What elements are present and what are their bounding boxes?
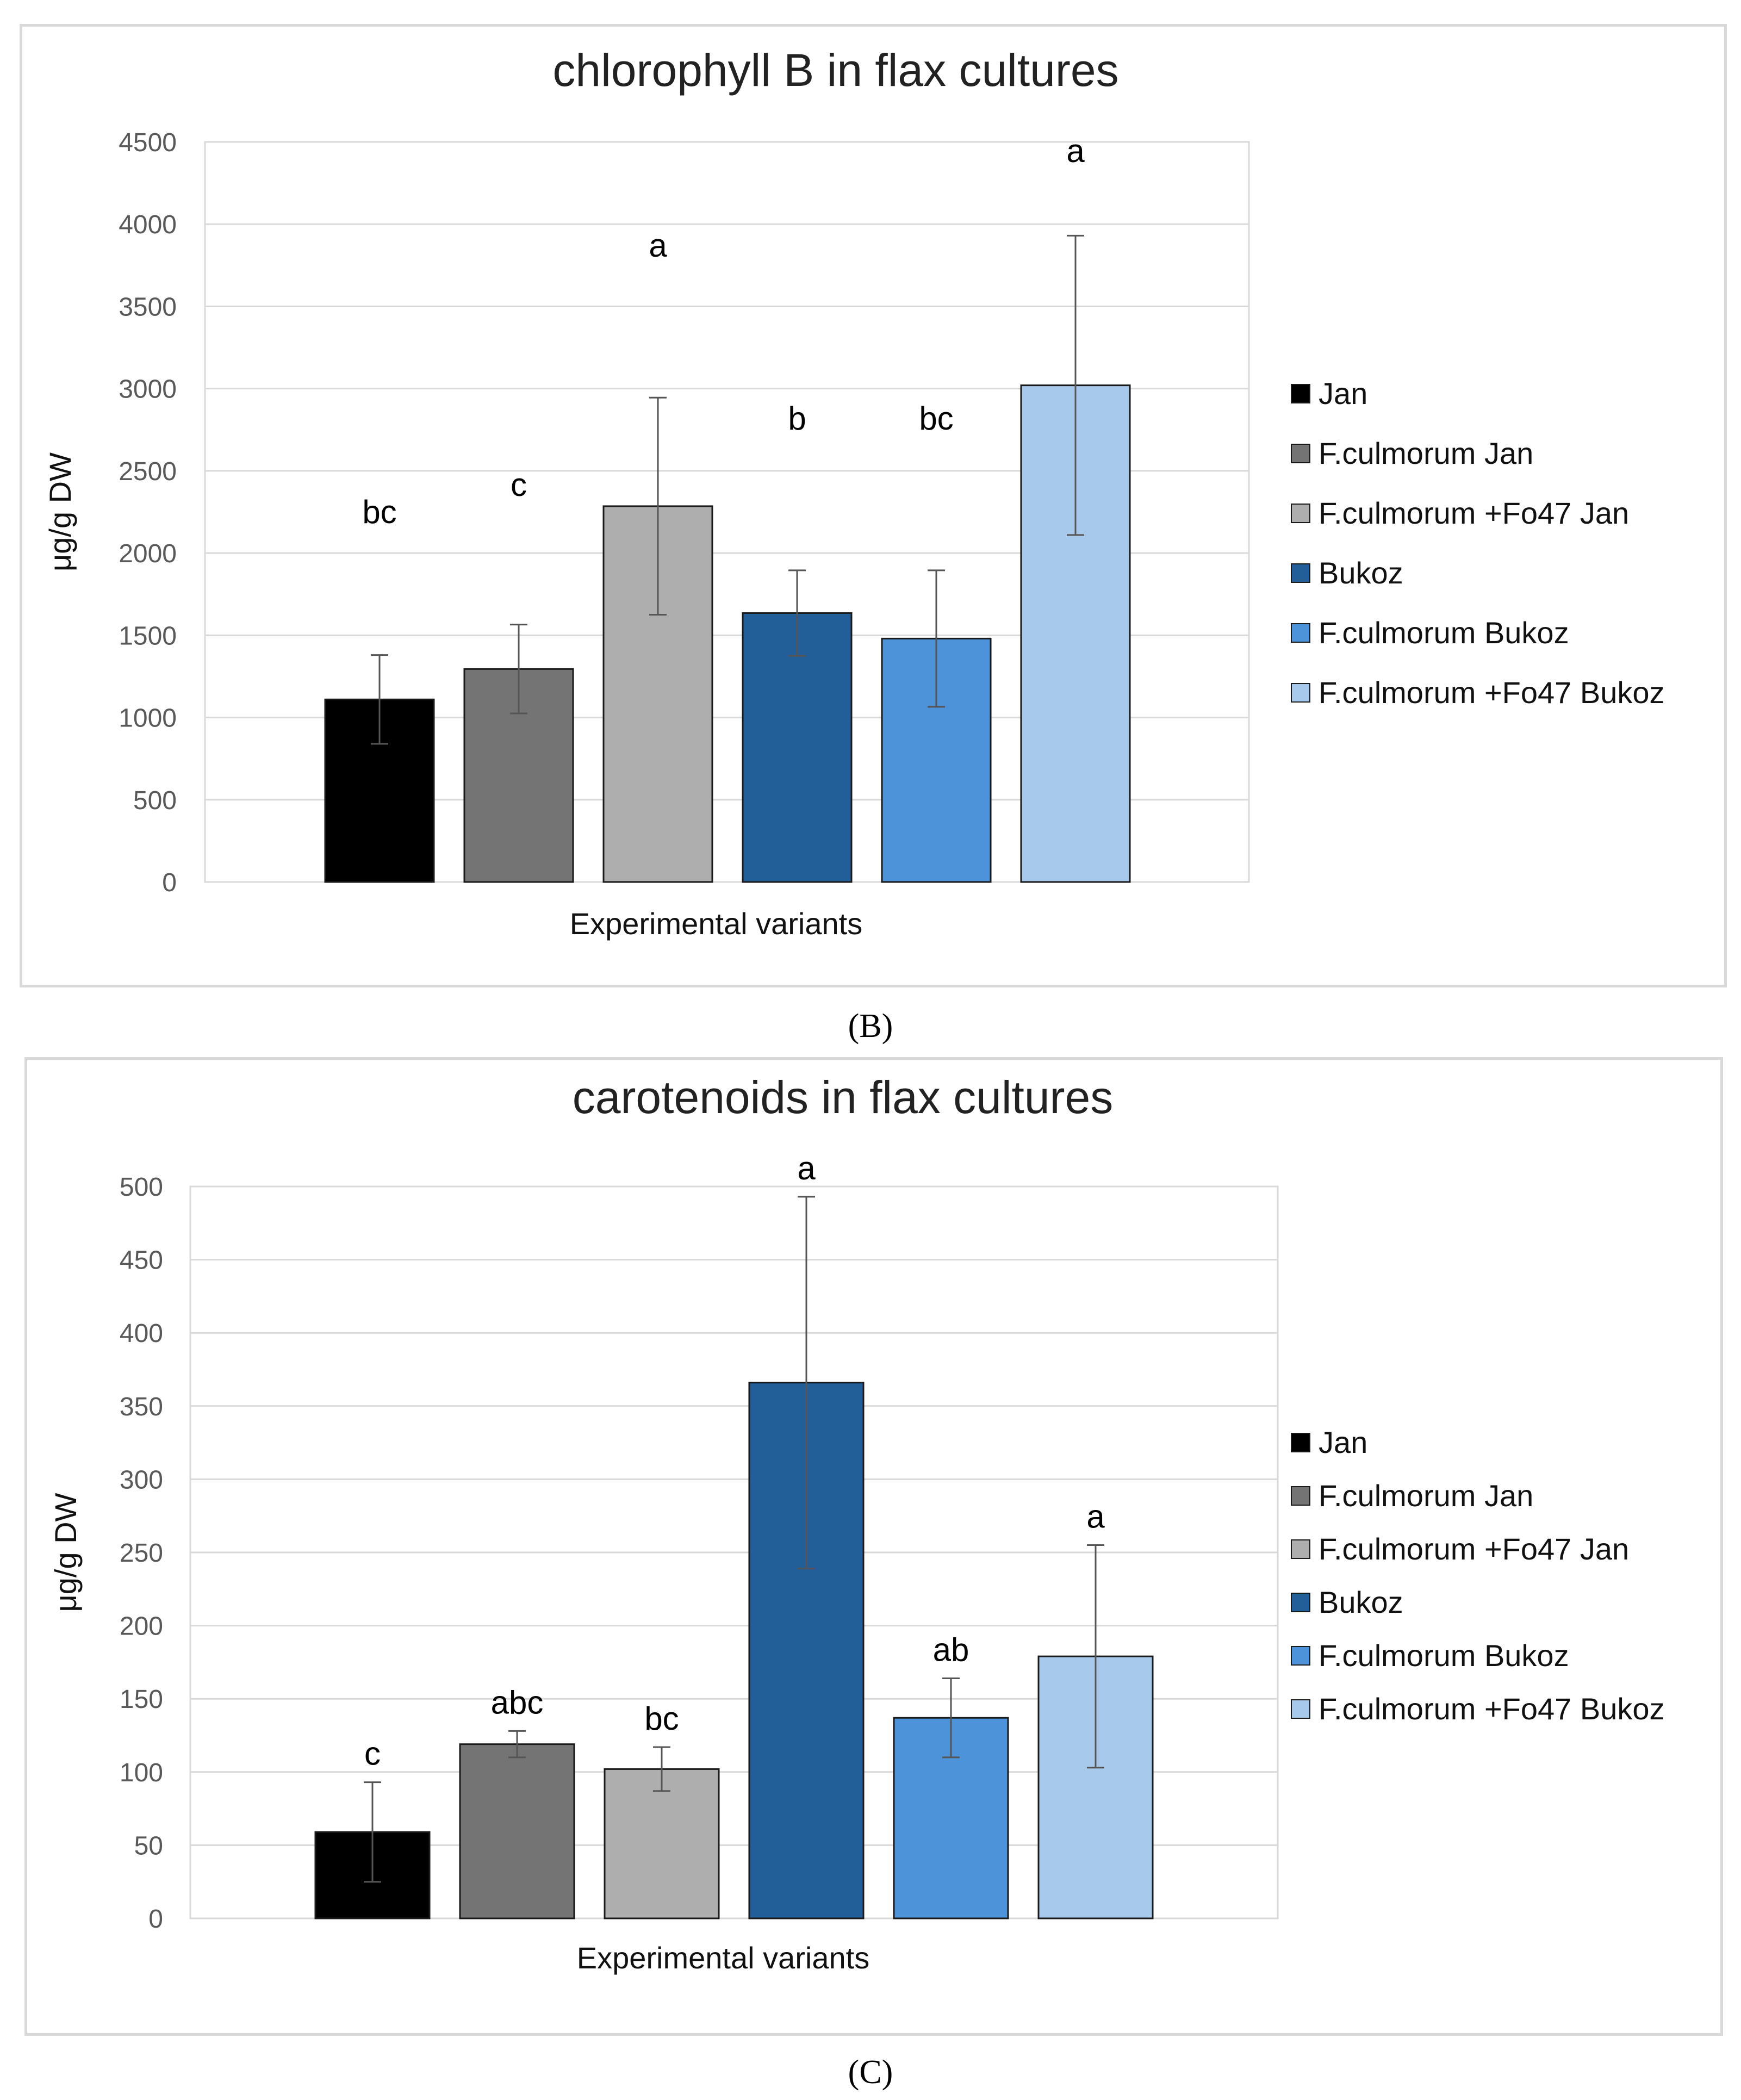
legend-label: F.culmorum Jan xyxy=(1319,436,1533,470)
y-tick-label: 500 xyxy=(120,1173,163,1202)
legend-label: F.culmorum Jan xyxy=(1319,1478,1533,1513)
legend-swatch xyxy=(1291,1646,1310,1666)
y-tick-label: 500 xyxy=(133,786,177,815)
y-tick-label: 2000 xyxy=(119,539,177,568)
x-axis-label-c: Experimental variants xyxy=(577,1941,869,1975)
legend-swatch xyxy=(1291,1539,1310,1559)
panel-label-b: (B) xyxy=(848,1008,893,1045)
significance-letter: bc xyxy=(644,1700,679,1737)
y-tick-label: 3500 xyxy=(119,293,177,321)
legend-label: Bukoz xyxy=(1319,556,1403,590)
legend-label: Bukoz xyxy=(1319,1585,1403,1619)
significance-letter: a xyxy=(1086,1499,1105,1535)
legend-label: Jan xyxy=(1319,376,1367,411)
significance-letter: abc xyxy=(491,1684,544,1720)
y-tick-label: 300 xyxy=(120,1465,163,1494)
y-tick-label: 100 xyxy=(120,1759,163,1787)
y-tick-label: 450 xyxy=(120,1246,163,1275)
legend-swatch xyxy=(1291,563,1310,583)
y-tick-label: 200 xyxy=(120,1612,163,1641)
significance-letter: b xyxy=(788,400,806,437)
y-axis-label-b: μg/g DW xyxy=(43,452,77,571)
chart-title-c: carotenoids in flax cultures xyxy=(573,1072,1114,1123)
chart-panel-b xyxy=(20,24,1727,987)
y-axis-label-c: μg/g DW xyxy=(48,1493,83,1612)
legend-swatch xyxy=(1291,504,1310,523)
significance-letter: a xyxy=(1066,133,1085,169)
y-tick-label: 1000 xyxy=(119,704,177,733)
legend-swatch xyxy=(1291,683,1310,703)
legend-label: F.culmorum Bukoz xyxy=(1319,1638,1569,1673)
bar xyxy=(604,1768,720,1919)
bar xyxy=(742,612,853,883)
y-tick-label: 150 xyxy=(120,1685,163,1714)
significance-letter: a xyxy=(797,1150,816,1186)
significance-letter: c xyxy=(511,467,527,503)
legend-label: Jan xyxy=(1319,1425,1367,1459)
chart-panel-c xyxy=(24,1057,1723,2036)
y-tick-label: 250 xyxy=(120,1539,163,1568)
y-tick-label: 3000 xyxy=(119,375,177,404)
x-axis-label-b: Experimental variants xyxy=(570,906,862,941)
legend-swatch xyxy=(1291,384,1310,403)
y-tick-label: 2500 xyxy=(119,457,177,486)
legend-swatch xyxy=(1291,1593,1310,1612)
y-tick-label: 400 xyxy=(120,1319,163,1348)
legend-swatch xyxy=(1291,1433,1310,1452)
legend-label: F.culmorum +Fo47 Bukoz xyxy=(1319,675,1664,710)
y-tick-label: 350 xyxy=(120,1393,163,1421)
chart-title-b: chlorophyll B in flax cultures xyxy=(552,45,1118,96)
legend-label: F.culmorum +Fo47 Jan xyxy=(1319,496,1629,530)
legend-swatch xyxy=(1291,444,1310,463)
legend-label: F.culmorum +Fo47 Jan xyxy=(1319,1532,1629,1566)
significance-letter: a xyxy=(649,227,667,264)
panel-label-c: (C) xyxy=(848,2054,893,2091)
legend-label: F.culmorum +Fo47 Bukoz xyxy=(1319,1692,1664,1726)
y-tick-label: 50 xyxy=(134,1831,163,1860)
legend-swatch xyxy=(1291,1699,1310,1719)
significance-letter: c xyxy=(364,1736,381,1772)
bar xyxy=(459,1743,575,1919)
y-tick-label: 4500 xyxy=(119,128,177,157)
significance-letter: ab xyxy=(933,1632,969,1668)
y-tick-label: 1500 xyxy=(119,622,177,650)
legend-swatch xyxy=(1291,623,1310,643)
y-tick-label: 0 xyxy=(162,868,177,897)
significance-letter: bc xyxy=(919,400,953,437)
y-tick-label: 4000 xyxy=(119,210,177,239)
y-tick-label: 0 xyxy=(148,1905,163,1934)
legend-label: F.culmorum Bukoz xyxy=(1319,616,1569,650)
legend-swatch xyxy=(1291,1486,1310,1506)
significance-letter: bc xyxy=(362,494,396,530)
